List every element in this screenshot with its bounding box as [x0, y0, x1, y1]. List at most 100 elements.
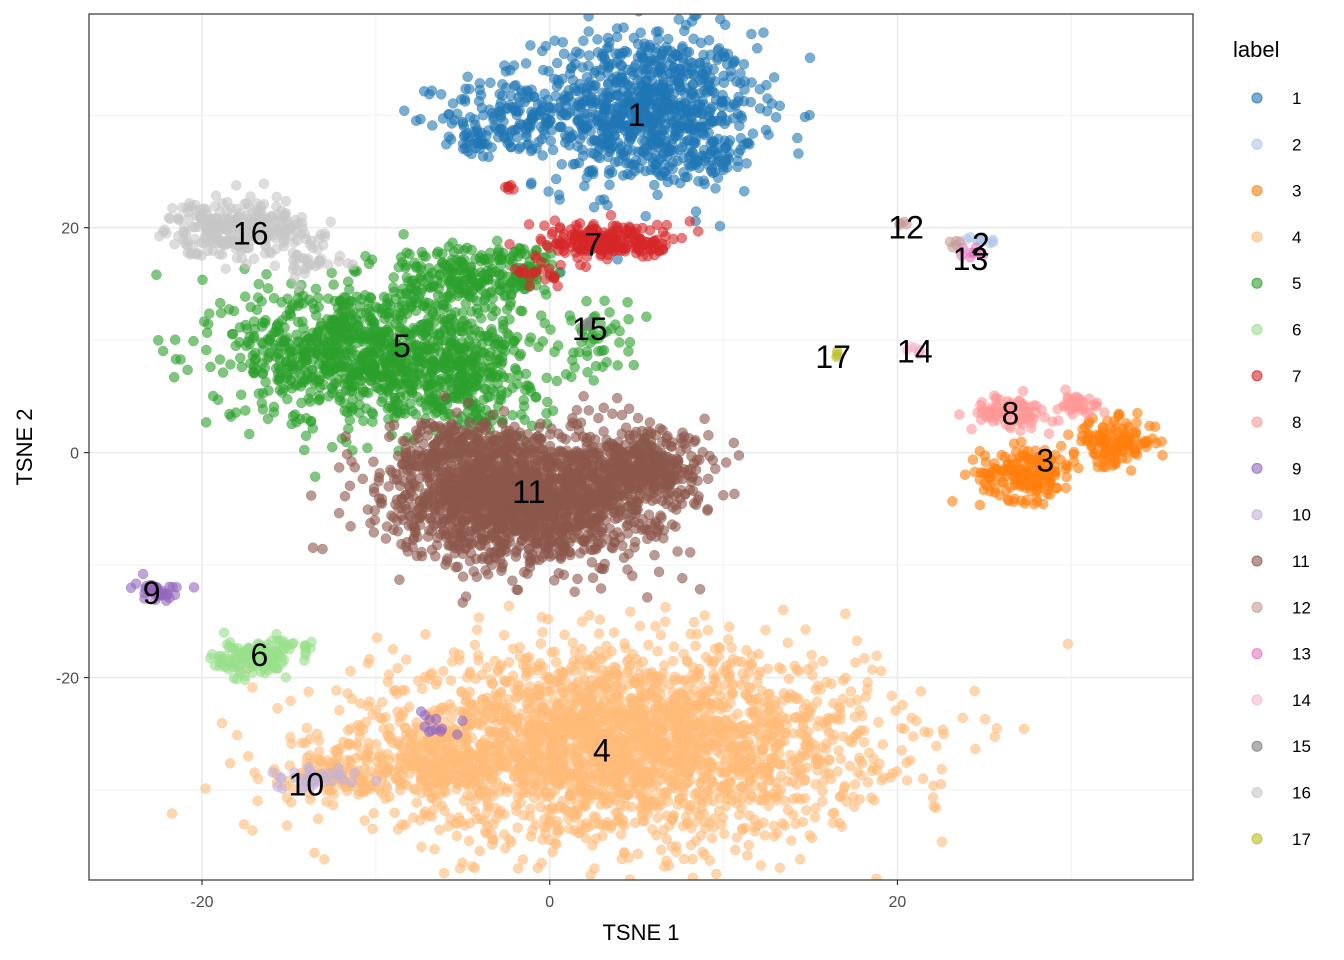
point [611, 676, 622, 688]
point [747, 722, 758, 734]
point [544, 815, 555, 826]
point [238, 819, 250, 830]
point [655, 629, 667, 641]
point [689, 739, 701, 750]
point [639, 41, 651, 53]
point [665, 758, 676, 769]
point [855, 755, 866, 767]
point [527, 824, 538, 836]
point [821, 677, 832, 688]
point [717, 812, 729, 823]
point [474, 845, 485, 857]
point [312, 813, 324, 825]
point [540, 787, 552, 798]
point [589, 863, 600, 874]
point [947, 496, 958, 507]
point [590, 96, 601, 107]
point [683, 106, 695, 117]
point [605, 693, 616, 704]
point [915, 686, 927, 697]
point [524, 810, 536, 822]
point [637, 51, 649, 63]
point [590, 833, 602, 844]
point [301, 752, 313, 763]
point [661, 41, 672, 53]
point [850, 657, 861, 668]
point [526, 724, 538, 736]
point [494, 88, 505, 100]
point [836, 821, 848, 832]
point [326, 441, 338, 453]
point [527, 785, 539, 797]
point [761, 105, 773, 117]
point [477, 693, 489, 705]
point [525, 40, 536, 51]
point [845, 686, 857, 697]
point [311, 728, 323, 740]
point [352, 719, 364, 731]
point [485, 77, 496, 88]
point [481, 130, 492, 141]
point [550, 173, 562, 185]
point [587, 166, 598, 178]
point [416, 841, 427, 853]
point [612, 708, 623, 719]
point [647, 824, 658, 835]
point [839, 782, 850, 793]
point [371, 739, 382, 750]
point [789, 660, 800, 672]
point [683, 721, 695, 733]
point [227, 328, 239, 340]
point [572, 685, 584, 696]
point [419, 765, 431, 777]
point [671, 719, 682, 730]
point [368, 808, 379, 819]
point [686, 89, 697, 100]
point [610, 662, 622, 674]
point [670, 126, 682, 138]
point [557, 73, 568, 85]
point [866, 792, 877, 803]
point [239, 291, 251, 302]
point [590, 721, 602, 733]
point [313, 301, 324, 313]
point [970, 743, 981, 755]
point [583, 50, 595, 61]
point [460, 83, 471, 95]
point [569, 805, 580, 816]
point [643, 775, 655, 786]
point [314, 390, 325, 402]
point [583, 60, 594, 72]
point [789, 691, 800, 702]
point [746, 650, 758, 662]
point [389, 807, 400, 819]
point [760, 735, 771, 746]
point [858, 736, 870, 748]
point [713, 43, 725, 54]
point [427, 120, 438, 131]
point [806, 649, 817, 661]
point [735, 144, 746, 155]
point [785, 749, 796, 761]
point [645, 668, 656, 680]
point [382, 676, 394, 688]
point [746, 28, 757, 40]
point [730, 100, 741, 111]
point [800, 712, 812, 723]
cluster-1-points [399, 14, 816, 278]
point [726, 721, 738, 732]
point [382, 762, 394, 773]
point [299, 444, 310, 456]
point [639, 815, 650, 827]
point [735, 110, 747, 121]
point [698, 175, 709, 186]
point [579, 180, 590, 192]
point [637, 656, 649, 667]
point [489, 745, 501, 756]
point [630, 771, 641, 783]
point [609, 747, 620, 759]
point [807, 670, 818, 681]
point [576, 643, 587, 655]
point [544, 685, 555, 697]
point [723, 784, 734, 796]
